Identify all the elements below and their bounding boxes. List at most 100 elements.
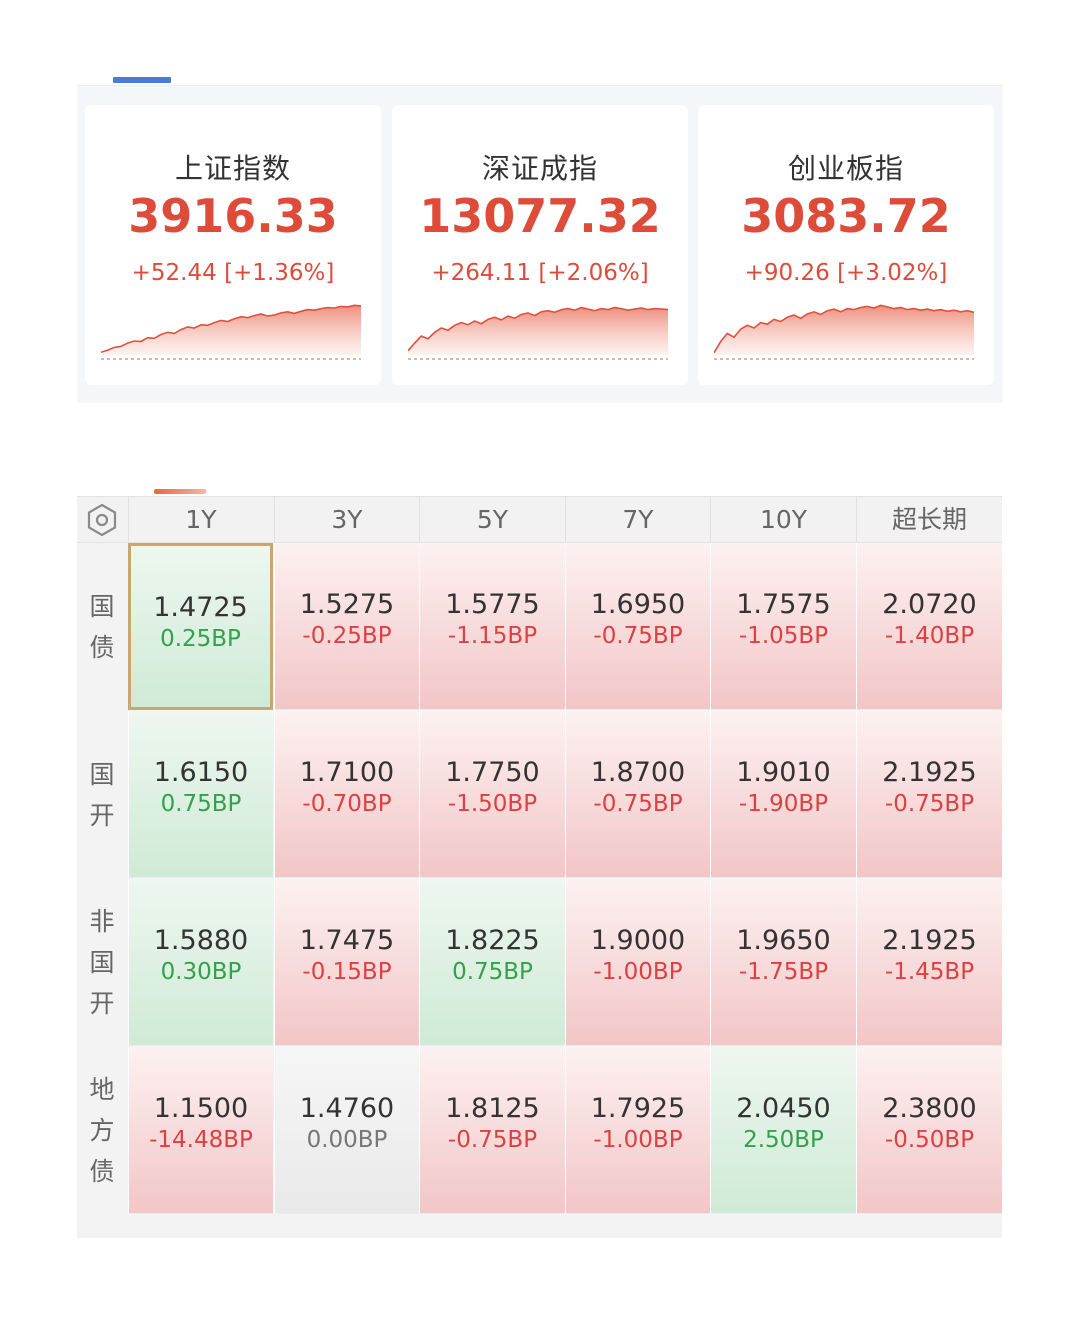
- row-label-char: 国: [89, 591, 115, 621]
- column-header[interactable]: 10Y: [710, 497, 856, 543]
- yield-cell[interactable]: 1.7575 -1.05BP: [710, 543, 856, 710]
- yield-cell[interactable]: 1.6150 0.75BP: [128, 711, 273, 878]
- yield-rate: 1.8225: [445, 925, 540, 956]
- index-sparkline: [101, 304, 362, 360]
- yield-change-bp: 0.75BP: [452, 959, 533, 985]
- yield-change-bp: -0.75BP: [447, 1127, 538, 1153]
- yield-change-bp: -1.15BP: [447, 623, 538, 649]
- yield-cell[interactable]: 1.9650 -1.75BP: [710, 879, 856, 1046]
- yield-cell[interactable]: 1.5275 -0.25BP: [274, 543, 419, 710]
- yield-change-bp: -0.75BP: [593, 623, 683, 649]
- index-sparkline: [408, 306, 669, 360]
- column-header[interactable]: 超长期: [856, 497, 1002, 543]
- yield-rate: 1.8125: [445, 1093, 540, 1124]
- row-label-char: 非: [89, 907, 115, 936]
- column-header[interactable]: 7Y: [565, 497, 710, 543]
- yield-change-bp: -1.90BP: [738, 791, 829, 817]
- index-value: 13077.32: [419, 189, 661, 243]
- yield-cell[interactable]: 1.1500 -14.48BP: [128, 1047, 273, 1214]
- active-tab-indicator: [113, 77, 171, 83]
- row-label: 地方债: [77, 1047, 127, 1214]
- yield-cell[interactable]: 1.7100 -0.70BP: [274, 711, 419, 878]
- yield-change-bp: -1.45BP: [884, 959, 975, 985]
- row-label: 国债: [77, 543, 127, 710]
- yield-change-bp: -0.70BP: [302, 791, 392, 817]
- index-card-szse[interactable]: 深证成指 13077.32 +264.11 [+2.06%]: [392, 105, 688, 385]
- yield-rate: 2.0450: [736, 1093, 831, 1124]
- yield-change-bp: -1.75BP: [738, 959, 829, 985]
- yield-cell[interactable]: 1.8700 -0.75BP: [565, 711, 710, 878]
- yield-change-bp: -1.50BP: [447, 791, 538, 817]
- yield-change-bp: 0.75BP: [160, 791, 242, 817]
- row-label-char: 地: [89, 1075, 115, 1104]
- index-card-sse[interactable]: 上证指数 3916.33 +52.44 [+1.36%]: [85, 105, 381, 385]
- yield-cell[interactable]: 1.4725 0.25BP: [128, 543, 273, 710]
- grid-header: 1Y 3Y 5Y 7Y 10Y 超长期: [77, 496, 1002, 543]
- yield-rate: 1.5775: [445, 589, 540, 620]
- sparkline-area: [101, 305, 361, 355]
- row-label-char: 方: [89, 1116, 115, 1145]
- yield-cell[interactable]: 2.0720 -1.40BP: [856, 543, 1002, 710]
- yield-cell[interactable]: 1.5775 -1.15BP: [419, 543, 565, 710]
- index-change: +52.44 [+1.36%]: [131, 260, 335, 286]
- yield-change-bp: -14.48BP: [149, 1127, 253, 1153]
- sparkline-area: [714, 305, 974, 355]
- column-header[interactable]: 3Y: [274, 497, 419, 543]
- yield-cell[interactable]: 1.4760 0.00BP: [274, 1047, 419, 1214]
- yield-rate: 1.6150: [153, 757, 249, 788]
- yield-cell[interactable]: 1.9010 -1.90BP: [710, 711, 856, 878]
- yield-change-bp: -1.00BP: [593, 1127, 683, 1153]
- yield-change-bp: -0.15BP: [302, 959, 392, 985]
- grid-tab-indicator: [154, 489, 206, 494]
- row-label: 非国开: [77, 879, 127, 1046]
- index-card-chinext[interactable]: 创业板指 3083.72 +90.26 [+3.02%]: [698, 105, 994, 385]
- sparkline-line: [714, 304, 975, 354]
- grid-footer: [77, 1214, 1002, 1238]
- row-label-char: 国: [89, 948, 115, 977]
- index-name: 创业板指: [787, 152, 904, 185]
- yield-cell[interactable]: 1.7750 -1.50BP: [419, 711, 565, 878]
- yield-rate: 2.1925: [882, 925, 977, 956]
- yield-cell[interactable]: 1.8125 -0.75BP: [419, 1047, 565, 1214]
- yield-cell[interactable]: 2.1925 -0.75BP: [856, 711, 1002, 878]
- yield-rate: 2.0720: [882, 589, 977, 620]
- sparkline-line: [408, 306, 669, 352]
- yield-rate: 1.7575: [736, 589, 831, 620]
- yield-cell[interactable]: 1.7475 -0.15BP: [274, 879, 419, 1046]
- index-value: 3916.33: [128, 189, 338, 243]
- yield-change-bp: 0.25BP: [160, 626, 241, 652]
- yield-rate: 1.8700: [590, 757, 686, 788]
- index-name: 深证成指: [481, 152, 598, 185]
- sparkline-line: [101, 304, 362, 354]
- yield-change-bp: -1.00BP: [593, 959, 683, 985]
- index-change: +90.26 [+3.02%]: [744, 260, 948, 286]
- bond-yield-grid: 1Y 3Y 5Y 7Y 10Y 超长期 国债 1.4725 0.25BP 1.5275 -0.25…: [77, 496, 1002, 1238]
- yield-cell[interactable]: 1.5880 0.30BP: [128, 879, 273, 1046]
- yield-cell[interactable]: 2.1925 -1.45BP: [856, 879, 1002, 1046]
- yield-change-bp: -0.25BP: [302, 623, 392, 649]
- yield-rate: 1.5275: [299, 589, 395, 620]
- row-label-char: 债: [89, 632, 115, 662]
- yield-cell[interactable]: 2.0450 2.50BP: [710, 1047, 856, 1214]
- settings-cell[interactable]: [77, 497, 127, 543]
- row-label-char: 债: [89, 1157, 115, 1186]
- yield-cell[interactable]: 1.9000 -1.00BP: [565, 879, 710, 1046]
- index-change: +264.11 [+2.06%]: [431, 260, 649, 286]
- yield-rate: 1.5880: [153, 925, 249, 956]
- hexagon-settings-icon[interactable]: [85, 503, 119, 537]
- yield-cell[interactable]: 1.6950 -0.75BP: [565, 543, 710, 710]
- yield-change-bp: 0.00BP: [306, 1127, 388, 1153]
- yield-rate: 1.1500: [153, 1093, 249, 1124]
- row-label: 国开: [77, 711, 127, 878]
- yield-rate: 2.3800: [882, 1093, 977, 1124]
- row-label-char: 开: [89, 800, 115, 830]
- column-header[interactable]: 1Y: [128, 497, 273, 543]
- yield-cell[interactable]: 1.7925 -1.00BP: [565, 1047, 710, 1214]
- yield-rate: 1.7750: [445, 757, 540, 788]
- yield-cell[interactable]: 1.8225 0.75BP: [419, 879, 565, 1046]
- column-header[interactable]: 5Y: [419, 497, 565, 543]
- yield-cell[interactable]: 2.3800 -0.50BP: [856, 1047, 1002, 1214]
- yield-change-bp: -0.75BP: [884, 791, 975, 817]
- yield-rate: 1.6950: [590, 589, 686, 620]
